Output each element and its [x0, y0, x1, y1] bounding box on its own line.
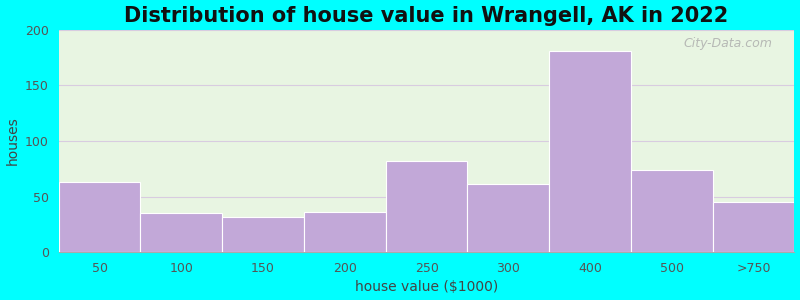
Bar [58, 182, 141, 252]
Y-axis label: houses: houses [6, 117, 19, 165]
Bar [713, 202, 794, 252]
Text: City-Data.com: City-Data.com [683, 37, 772, 50]
Title: Distribution of house value in Wrangell, AK in 2022: Distribution of house value in Wrangell,… [125, 6, 729, 26]
Bar [386, 161, 467, 252]
Bar [631, 170, 713, 252]
Bar [549, 51, 631, 252]
Bar [141, 213, 222, 252]
Bar [222, 217, 304, 252]
X-axis label: house value ($1000): house value ($1000) [355, 280, 498, 294]
Bar [467, 184, 549, 252]
Bar [304, 212, 386, 252]
